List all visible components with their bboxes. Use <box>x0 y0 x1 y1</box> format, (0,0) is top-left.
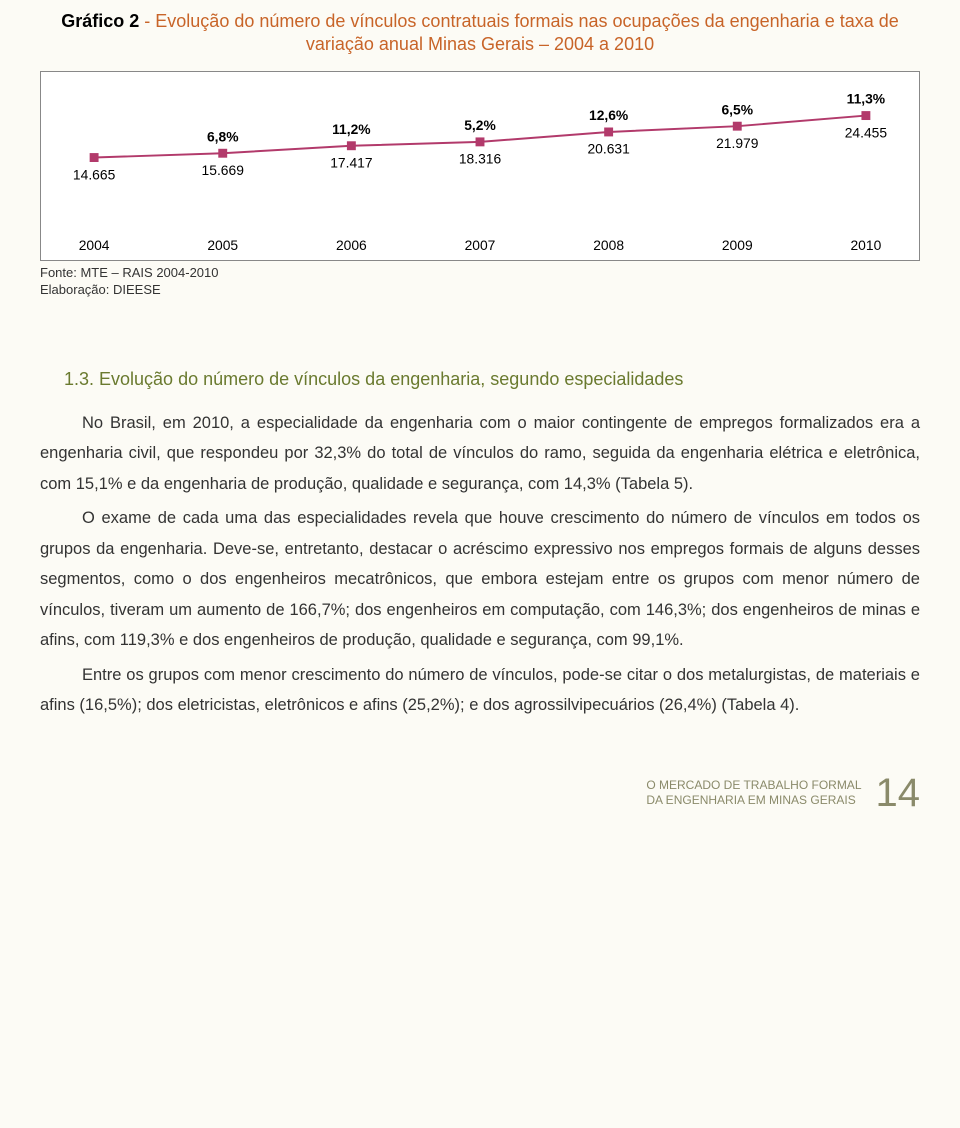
source-line-1: Fonte: MTE – RAIS 2004-2010 <box>40 265 920 282</box>
chart-source: Fonte: MTE – RAIS 2004-2010 Elaboração: … <box>40 265 920 299</box>
paragraph-2: O exame de cada uma das especialidades r… <box>40 503 920 656</box>
svg-text:24.455: 24.455 <box>845 124 888 140</box>
svg-text:2004: 2004 <box>79 237 110 253</box>
svg-text:2010: 2010 <box>850 237 881 253</box>
footer-line-1: O MERCADO DE TRABALHO FORMAL <box>646 778 861 793</box>
section-heading: 1.3. Evolução do número de vínculos da e… <box>40 369 920 390</box>
svg-text:12,6%: 12,6% <box>589 107 628 123</box>
svg-text:2006: 2006 <box>336 237 367 253</box>
paragraph-3: Entre os grupos com menor crescimento do… <box>40 660 920 721</box>
footer-text: O MERCADO DE TRABALHO FORMAL DA ENGENHAR… <box>646 778 861 808</box>
svg-text:2007: 2007 <box>465 237 496 253</box>
footer-line-2: DA ENGENHARIA EM MINAS GERAIS <box>646 793 861 808</box>
svg-text:2009: 2009 <box>722 237 753 253</box>
svg-text:18.316: 18.316 <box>459 150 502 166</box>
body-text: No Brasil, em 2010, a especialidade da e… <box>40 408 920 721</box>
svg-text:6,5%: 6,5% <box>721 101 753 117</box>
paragraph-1: No Brasil, em 2010, a especialidade da e… <box>40 408 920 500</box>
page-number: 14 <box>876 771 921 816</box>
svg-text:6,8%: 6,8% <box>207 128 239 144</box>
chart-title: Gráfico 2 - Evolução do número de víncul… <box>40 10 920 57</box>
line-chart: 14.665 15.669 17.417 18.316 20.631 21.979 24.4… <box>41 72 919 260</box>
svg-text:2008: 2008 <box>593 237 624 253</box>
svg-text:11,2%: 11,2% <box>332 121 371 137</box>
chart-container: 14.665 15.669 17.417 18.316 20.631 21.979 24.4… <box>40 71 920 261</box>
svg-text:17.417: 17.417 <box>330 154 372 170</box>
svg-text:5,2%: 5,2% <box>464 117 496 133</box>
svg-text:20.631: 20.631 <box>587 141 630 157</box>
page-footer: O MERCADO DE TRABALHO FORMAL DA ENGENHAR… <box>40 771 920 816</box>
svg-text:15.669: 15.669 <box>202 162 245 178</box>
chart-title-lead: Gráfico 2 <box>61 11 139 31</box>
chart-title-rest: - Evolução do número de vínculos contrat… <box>139 11 898 54</box>
svg-text:11,3%: 11,3% <box>847 90 885 106</box>
svg-text:2005: 2005 <box>207 237 238 253</box>
svg-text:14.665: 14.665 <box>73 166 116 182</box>
source-line-2: Elaboração: DIEESE <box>40 282 920 299</box>
svg-text:21.979: 21.979 <box>716 135 759 151</box>
